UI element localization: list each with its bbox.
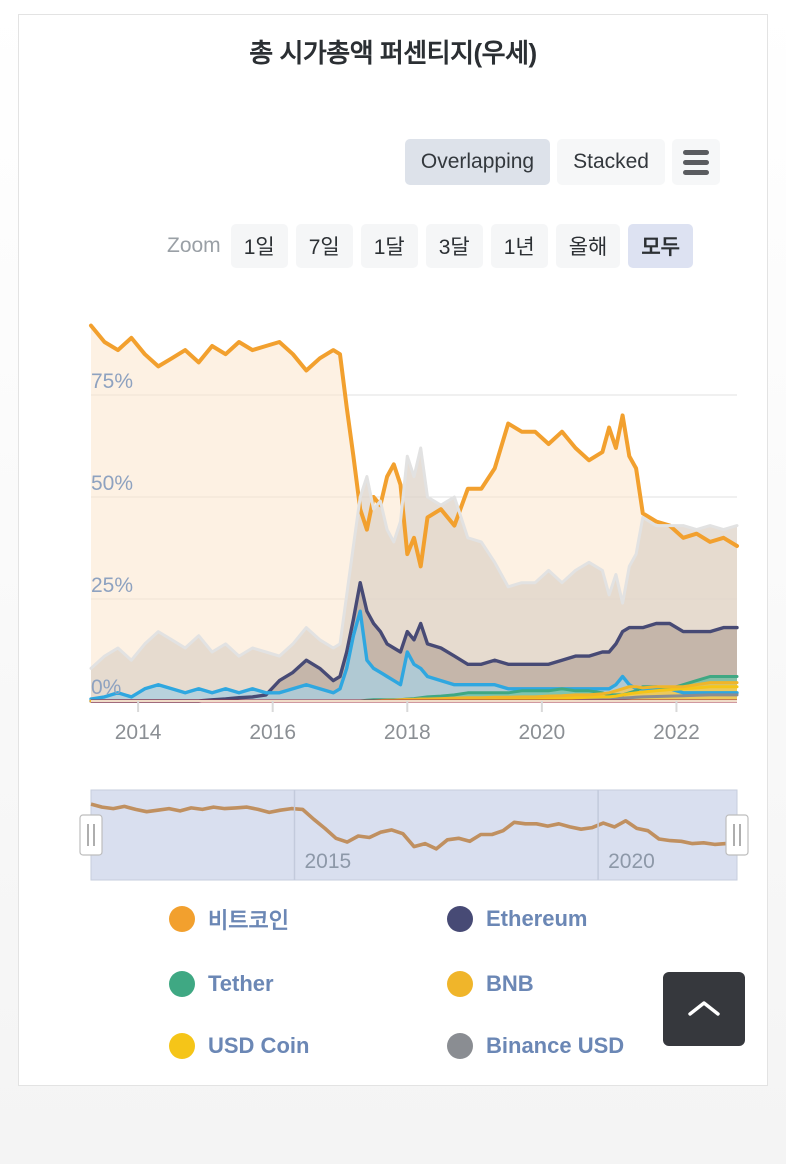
legend-item-bitcoin[interactable]: 비트코인 bbox=[169, 903, 447, 935]
x-axis-tick: 2014 bbox=[115, 721, 162, 744]
chart-legend: 비트코인 Ethereum Tether BNB USD Coin Binanc… bbox=[169, 903, 689, 1059]
legend-label-bitcoin: 비트코인 bbox=[208, 908, 289, 933]
legend-label-usd-coin: USD Coin bbox=[208, 1033, 310, 1058]
legend-item-usd-coin[interactable]: USD Coin bbox=[169, 1033, 447, 1059]
area-chart-svg[interactable]: 0% 25% 50% 75% 2014 2016 2018 2020 2022 2015 2020 bbox=[19, 285, 769, 885]
stacked-button[interactable]: Stacked bbox=[557, 139, 665, 185]
hamburger-menu-icon[interactable] bbox=[672, 139, 720, 185]
overlapping-button[interactable]: Overlapping bbox=[404, 139, 551, 185]
legend-swatch-ethereum bbox=[447, 906, 473, 932]
legend-label-bnb: BNB bbox=[486, 971, 534, 996]
scroll-to-top-button[interactable] bbox=[663, 972, 745, 1046]
legend-label-binance-usd: Binance USD bbox=[486, 1033, 625, 1058]
navigator-year-label: 2020 bbox=[608, 850, 655, 873]
x-axis-tick: 2018 bbox=[384, 721, 431, 744]
zoom-option-all[interactable]: 모두 bbox=[628, 224, 693, 268]
x-axis-tick: 2022 bbox=[653, 721, 700, 744]
y-axis-tick: 50% bbox=[91, 472, 133, 495]
legend-swatch-binance-usd bbox=[447, 1033, 473, 1059]
chart-plot-area[interactable]: 0% 25% 50% 75% 2014 2016 2018 2020 2022 2015 2020 bbox=[19, 285, 769, 881]
navigator-year-label: 2015 bbox=[304, 850, 351, 873]
menu-bar-3 bbox=[683, 169, 709, 175]
navigator-series-line bbox=[90, 802, 738, 851]
zoom-label: Zoom bbox=[167, 234, 221, 257]
page-title: 총 시가총액 퍼센티지(우세) bbox=[249, 38, 537, 68]
x-axis-tick: 2016 bbox=[249, 721, 296, 744]
chart-mode-toolbar: Overlapping Stacked bbox=[404, 139, 720, 185]
menu-bar-2 bbox=[683, 159, 709, 165]
legend-item-tether[interactable]: Tether bbox=[169, 971, 447, 997]
zoom-option-1y[interactable]: 1년 bbox=[490, 224, 548, 268]
legend-label-tether: Tether bbox=[208, 971, 274, 996]
y-axis-tick: 25% bbox=[91, 574, 133, 597]
x-axis-tick: 2020 bbox=[518, 721, 565, 744]
chevron-up-icon bbox=[688, 1001, 720, 1016]
legend-swatch-tether bbox=[169, 971, 195, 997]
zoom-option-7d[interactable]: 7일 bbox=[295, 224, 353, 268]
zoom-range-selector: Zoom 1일 7일 1달 3달 1년 올해 모두 bbox=[167, 224, 693, 268]
navigator-right-handle[interactable] bbox=[725, 814, 749, 856]
y-axis-tick: 75% bbox=[91, 370, 133, 393]
menu-bar-1 bbox=[683, 149, 709, 155]
navigator-range-mask[interactable] bbox=[91, 790, 737, 880]
chart-card: 총 시가총액 퍼센티지(우세) Overlapping Stacked Zoom… bbox=[18, 14, 768, 1086]
zoom-option-ytd[interactable]: 올해 bbox=[555, 224, 621, 268]
zoom-option-1d[interactable]: 1일 bbox=[230, 224, 288, 268]
zoom-option-3m[interactable]: 3달 bbox=[425, 224, 483, 268]
navigator-left-handle[interactable] bbox=[79, 814, 103, 856]
legend-item-ethereum[interactable]: Ethereum bbox=[447, 903, 689, 935]
legend-swatch-usd-coin bbox=[169, 1033, 195, 1059]
legend-item-bnb[interactable]: BNB bbox=[447, 971, 689, 997]
legend-swatch-bnb bbox=[447, 971, 473, 997]
legend-label-ethereum: Ethereum bbox=[486, 906, 588, 931]
y-axis-tick: 0% bbox=[91, 676, 121, 699]
legend-item-binance-usd[interactable]: Binance USD bbox=[447, 1033, 689, 1059]
legend-swatch-bitcoin bbox=[169, 906, 195, 932]
zoom-option-1m[interactable]: 1달 bbox=[360, 224, 418, 268]
